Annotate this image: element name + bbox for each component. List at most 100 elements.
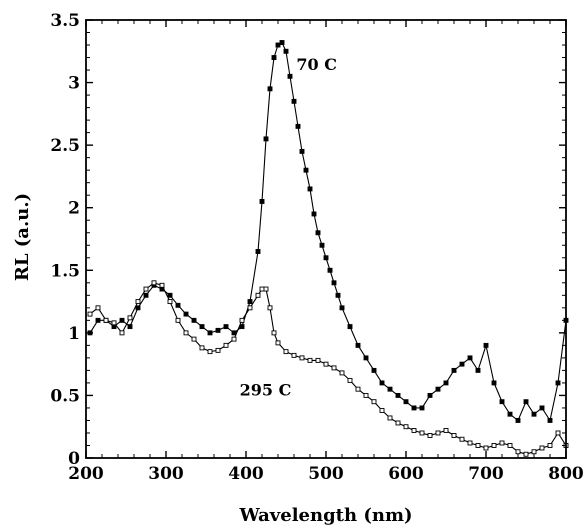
data-point [119, 330, 125, 336]
data-point [319, 242, 325, 248]
y-tick-label: 1 [68, 324, 80, 344]
data-point [307, 186, 313, 192]
data-point [159, 282, 165, 288]
x-tick-label: 600 [388, 464, 424, 484]
data-point [103, 317, 109, 323]
data-point [411, 428, 417, 433]
data-point [275, 340, 281, 346]
y-tick-label: 1.5 [50, 261, 80, 281]
data-point [215, 347, 221, 353]
data-point [331, 280, 337, 286]
data-point [175, 302, 181, 308]
data-point [259, 286, 265, 292]
data-point [215, 327, 221, 333]
data-point [499, 440, 505, 446]
data-point [347, 324, 353, 330]
data-point [515, 418, 521, 423]
y-tick-label: 3 [68, 74, 80, 94]
data-point [483, 445, 489, 451]
x-tick-label: 500 [308, 464, 344, 484]
data-point [223, 324, 229, 330]
data-point [231, 330, 237, 336]
data-point [419, 430, 425, 436]
data-point [379, 407, 385, 413]
data-point [379, 380, 385, 386]
data-point [247, 305, 253, 311]
data-point [135, 305, 141, 311]
data-point [395, 420, 401, 426]
data-point [127, 324, 133, 330]
data-point [427, 392, 433, 398]
data-point [339, 370, 345, 376]
data-point [339, 305, 345, 311]
data-point [371, 399, 377, 405]
data-point [323, 361, 329, 367]
data-point [531, 449, 537, 455]
data-point [491, 443, 497, 448]
data-point [443, 428, 449, 433]
data-point [411, 405, 417, 411]
data-point [363, 392, 369, 398]
data-point [183, 330, 189, 336]
data-point [531, 411, 537, 417]
axis-labels: 200 300 400 500 600 700 800 0 0.5 1 1.5 2 2.5 3 3.5 [50, 11, 583, 484]
data-point [255, 249, 261, 254]
data-point [467, 355, 473, 361]
plot-border [85, 19, 567, 459]
data-point [167, 299, 173, 305]
data-point [387, 386, 393, 392]
data-point [291, 352, 297, 358]
x-axis-title: Wavelength (nm) [238, 505, 412, 526]
y-tick-label: 3.5 [50, 11, 80, 31]
data-point [355, 342, 361, 348]
data-point [499, 399, 505, 405]
data-point [279, 40, 285, 45]
data-point [207, 349, 213, 355]
data-point [475, 367, 481, 373]
data-point [303, 167, 309, 173]
data-point [183, 311, 189, 317]
y-tick-label: 0.5 [50, 386, 80, 406]
data-point [259, 199, 265, 204]
data-point [135, 299, 141, 305]
data-point [223, 342, 229, 348]
data-point [395, 392, 401, 398]
data-point [539, 405, 545, 411]
data-point [143, 292, 149, 298]
data-point [239, 324, 245, 330]
data-point [87, 311, 93, 317]
data-point [199, 345, 205, 351]
data-point [95, 305, 101, 311]
axis-ticks [85, 19, 567, 459]
data-point [371, 367, 377, 373]
data-point [255, 292, 261, 298]
series-annotation: 70 C [296, 55, 337, 74]
x-tick-label: 300 [148, 464, 184, 484]
data-point [191, 317, 197, 323]
x-tick-label: 800 [548, 464, 584, 484]
data-point [95, 317, 101, 323]
data-point [151, 280, 157, 286]
data-point [199, 324, 205, 330]
data-point [143, 286, 149, 292]
x-tick-label: 200 [68, 464, 104, 484]
data-point [267, 305, 273, 311]
data-point [247, 299, 253, 305]
data-point [363, 355, 369, 361]
y-axis-title: RL (a.u.) [12, 193, 33, 281]
data-point [547, 418, 553, 423]
data-point [283, 48, 289, 54]
data-point [323, 255, 329, 261]
y-tick-label: 2 [68, 199, 80, 219]
data-point [315, 230, 321, 236]
data-point [267, 86, 273, 92]
data-point [451, 433, 457, 438]
data-point [515, 449, 521, 455]
data-point [347, 377, 353, 383]
data-point [231, 336, 237, 342]
y-tick-label: 2.5 [50, 136, 80, 156]
plot-frame [85, 19, 567, 459]
data-point [271, 55, 277, 60]
plot-area [87, 40, 569, 457]
